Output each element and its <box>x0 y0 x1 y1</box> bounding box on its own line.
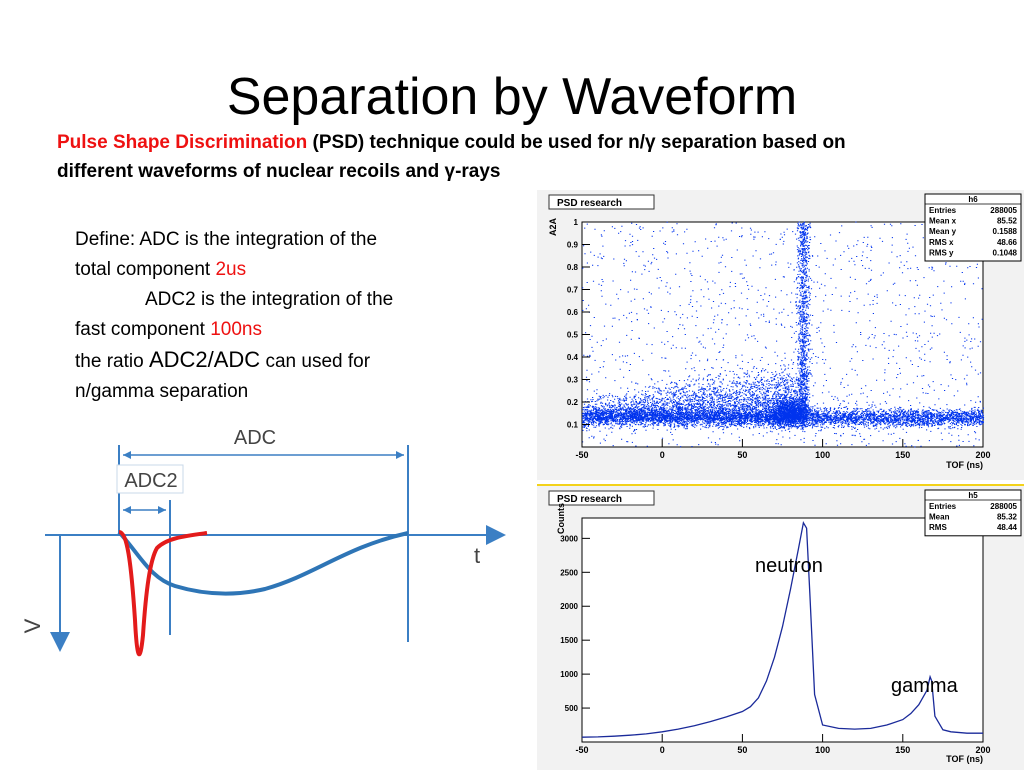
stats-key: RMS y <box>929 248 954 257</box>
x-tick-label: 0 <box>660 745 665 755</box>
y-tick-label: 0.9 <box>567 241 579 250</box>
def-line-5: the ratio ADC2/ADC can used for <box>75 345 505 377</box>
counts-vs-tof-histogram: -50 0 50 100 150 200 500 1000 1500 2000 2500 3000 P… <box>548 489 1022 764</box>
y-tick-label: 0.2 <box>567 398 579 407</box>
y-tick-label: 0.5 <box>567 331 579 340</box>
stats-value: 85.32 <box>997 513 1018 522</box>
stats-value: 48.66 <box>997 238 1018 247</box>
plot-frame <box>581 517 984 743</box>
def-line-1: Define: ADC is the integration of the <box>75 229 378 250</box>
stats-value: 288005 <box>990 206 1017 215</box>
stats-key: Entries <box>929 502 957 511</box>
y-tick-label: 500 <box>565 704 579 713</box>
def-line-4: fast component 100ns <box>75 315 505 345</box>
pad-title: PSD research <box>557 198 622 209</box>
waveform-diagram: ADC ADC2 t V <box>15 420 515 680</box>
stats-box <box>924 193 1022 262</box>
y-tick-label: 0.4 <box>567 353 579 362</box>
stats-value: 288005 <box>990 502 1017 511</box>
y-tick-label: 1500 <box>560 636 578 645</box>
x-tick-label: -50 <box>575 745 588 755</box>
fast-waveform <box>118 530 208 657</box>
y-axis-label: Counts <box>556 503 566 534</box>
def-ratio-label: the ratio <box>75 351 149 372</box>
histogram-panel: -50 0 50 100 150 200 500 1000 1500 2000 2500 3000 P… <box>537 484 1024 770</box>
x-tick-label: 200 <box>975 745 990 755</box>
stats-key: Mean x <box>929 217 957 226</box>
stats-value: 0.1048 <box>993 248 1018 257</box>
x-tick-label: 100 <box>815 745 830 755</box>
slide-title: Separation by Waveform <box>226 68 798 126</box>
x-axis-label: TOF (ns) <box>946 460 983 470</box>
scatter-plot-panel: -50 0 50 100 150 200 0.1 0.2 0.3 0.4 0.5 0.6 0.7 0.8 0… <box>537 190 1024 480</box>
x-tick-label: 50 <box>737 450 747 460</box>
stats-value: 85.52 <box>997 217 1018 226</box>
def-2us: 2us <box>215 259 247 280</box>
a2a-vs-tof-scatter: -50 0 50 100 150 200 0.1 0.2 0.3 0.4 0.5 0.6 0.7 0.8 0… <box>548 193 1022 470</box>
x-tick-label: 100 <box>815 450 830 460</box>
stats-key: Mean y <box>929 227 957 236</box>
def-total-component: total component <box>75 259 216 280</box>
t-label: t <box>474 543 480 568</box>
adc2-label-box <box>116 464 184 494</box>
x-axis-label: TOF (ns) <box>946 754 983 764</box>
definition-text: Define: ADC is the integration of the to… <box>75 225 505 407</box>
gamma-annotation: gamma <box>891 675 958 697</box>
def-ratio-formula: ADC2/ADC <box>148 347 261 372</box>
y-tick-label: 0.3 <box>567 376 579 385</box>
stats-key: RMS x <box>929 238 954 247</box>
def-line-3: ADC2 is the integration of the <box>145 289 394 310</box>
x-tick-label: -50 <box>575 450 588 460</box>
def-100ns: 100ns <box>210 319 262 340</box>
x-tick-label: 150 <box>895 450 910 460</box>
y-tick-label: 0.1 <box>567 421 579 430</box>
stats-value: 0.1588 <box>993 227 1018 236</box>
y-tick-label: 1000 <box>560 670 578 679</box>
v-label: V <box>20 618 45 633</box>
y-tick-label: 3000 <box>560 534 578 543</box>
adc2-label: ADC2 <box>124 470 177 492</box>
y-tick-label: 1 <box>574 218 579 227</box>
adc-label: ADC <box>234 427 276 449</box>
stats-key: Mean <box>929 513 950 522</box>
y-tick-label: 0.8 <box>567 263 579 272</box>
stats-title: h6 <box>968 195 978 204</box>
neutron-annotation: neutron <box>755 555 823 577</box>
pad-title: PSD research <box>557 494 622 505</box>
y-tick-label: 2000 <box>560 602 578 611</box>
def-fast-component: fast component <box>75 319 211 340</box>
def-line-2: total component 2us <box>75 255 505 285</box>
stats-value: 48.44 <box>997 523 1018 532</box>
scatter-points <box>582 221 985 448</box>
counts-series-line <box>581 520 983 738</box>
stats-box <box>924 489 1022 537</box>
y-tick-label: 0.7 <box>567 286 579 295</box>
slide-subtitle: Pulse Shape Discrimination (PSD) techniq… <box>57 128 1007 186</box>
def-ratio-use: can used for <box>260 351 371 372</box>
y-axis-label: A2A <box>548 217 558 236</box>
slow-waveform <box>117 530 409 596</box>
pad-title-box <box>548 194 655 210</box>
def-line-6: n/gamma separation <box>75 381 249 402</box>
x-tick-label: 50 <box>737 745 747 755</box>
subtitle-line2: different waveforms of nuclear recoils a… <box>57 161 501 182</box>
y-tick-label: 2500 <box>560 568 578 577</box>
y-tick-label: 0.6 <box>567 308 579 317</box>
stats-title: h5 <box>968 491 978 500</box>
psd-highlight: Pulse Shape Discrimination <box>57 132 308 153</box>
x-tick-label: 150 <box>895 745 910 755</box>
x-tick-label: 0 <box>660 450 665 460</box>
stats-key: Entries <box>929 206 957 215</box>
stats-key: RMS <box>929 523 947 532</box>
pad-title-box <box>548 490 655 506</box>
subtitle-line1-rest: (PSD) technique could be used for n/γ se… <box>307 132 846 153</box>
x-tick-label: 200 <box>975 450 990 460</box>
